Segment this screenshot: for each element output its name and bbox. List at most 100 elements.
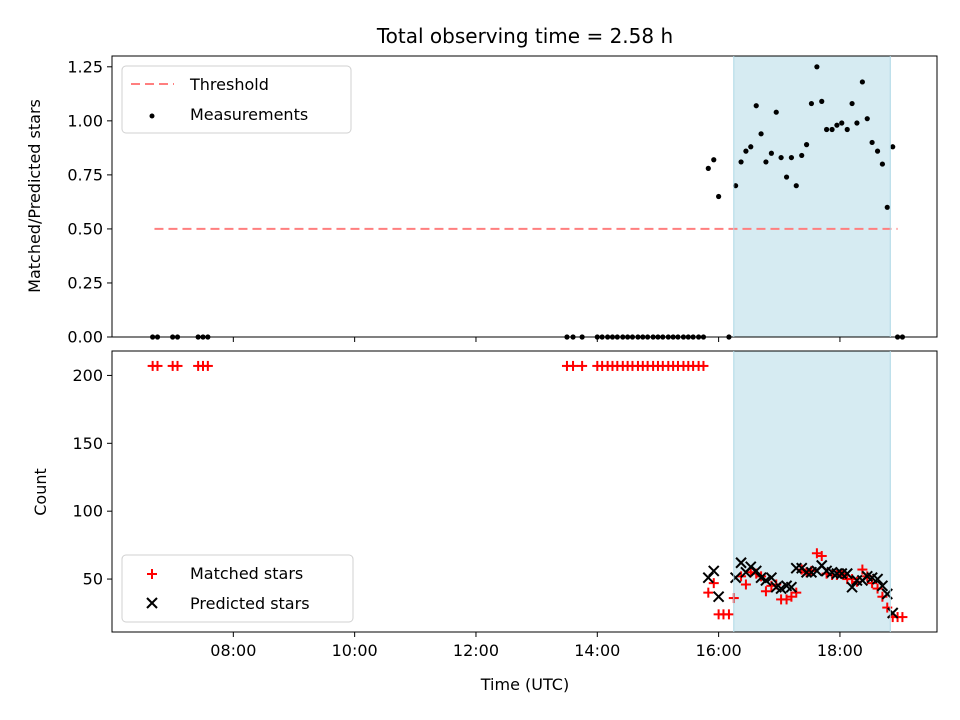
bottom-ytick-label: 200 bbox=[72, 366, 103, 385]
measurement-point bbox=[808, 100, 815, 107]
bottom-xtick-label: 18:00 bbox=[817, 641, 863, 660]
measurement-point bbox=[753, 103, 759, 109]
matched-star-point bbox=[568, 360, 579, 371]
measurement-point bbox=[879, 161, 886, 167]
top-ytick-label: 1.25 bbox=[67, 57, 103, 76]
bottom-xtick-label: 14:00 bbox=[574, 641, 620, 660]
measurement-point bbox=[705, 165, 711, 171]
measurement-point bbox=[763, 159, 769, 165]
measurement-point bbox=[711, 157, 717, 163]
matched-star-point bbox=[202, 360, 213, 371]
measurement-point bbox=[884, 204, 890, 210]
top-ytick-label: 0.75 bbox=[67, 165, 103, 184]
measurement-point bbox=[839, 120, 845, 126]
measurement-point bbox=[768, 150, 774, 156]
measurement-point bbox=[823, 126, 830, 133]
measurement-point bbox=[733, 183, 739, 189]
matched-star-point bbox=[708, 578, 719, 589]
measurement-point bbox=[738, 159, 744, 165]
measurement-point bbox=[834, 122, 840, 128]
top-axes-frame bbox=[111, 55, 938, 338]
bottom-legend: Matched stars Predicted stars bbox=[121, 554, 354, 623]
measurement-point bbox=[758, 131, 764, 137]
top-panel: 0.00 0.25 0.50 0.75 1.00 1.25 Matched/Predict… bbox=[25, 55, 938, 347]
measurement-point bbox=[890, 144, 896, 150]
legend-predicted-label: Predicted stars bbox=[190, 594, 310, 613]
measurement-point bbox=[829, 126, 835, 133]
top-ytick-label: 0.25 bbox=[67, 273, 103, 292]
legend-predicted-swatch bbox=[146, 597, 158, 609]
bottom-ytick-label: 100 bbox=[72, 502, 103, 521]
bottom-ytick-label: 150 bbox=[72, 434, 103, 453]
predicted-star-point bbox=[831, 567, 843, 580]
top-highlight-span bbox=[733, 56, 891, 337]
measurement-point bbox=[783, 174, 790, 180]
predicted-star-point bbox=[887, 607, 899, 619]
measurement-point bbox=[869, 139, 875, 146]
predicted-star-point bbox=[785, 581, 798, 593]
top-ylabel: Matched/Predicted stars bbox=[25, 99, 44, 293]
bottom-axes-frame bbox=[111, 350, 938, 633]
top-ytick-label: 1.00 bbox=[67, 111, 103, 130]
matched-star-point bbox=[723, 609, 734, 620]
measurement-point bbox=[844, 126, 850, 133]
bottom-xtick-label: 16:00 bbox=[696, 641, 742, 660]
bottom-xtick-label: 08:00 bbox=[210, 641, 256, 660]
top-legend: Threshold Measurements bbox=[121, 65, 352, 134]
measurement-point bbox=[874, 148, 881, 154]
x-axis-label: Time (UTC) bbox=[480, 675, 569, 694]
bottom-ytick-label: 50 bbox=[83, 570, 103, 589]
legend-matched-swatch bbox=[147, 569, 157, 579]
predicted-star-point bbox=[765, 571, 778, 584]
predicted-star-point bbox=[846, 581, 858, 593]
measurement-point bbox=[788, 154, 795, 161]
measurement-point bbox=[854, 120, 860, 126]
matched-star-point bbox=[897, 612, 908, 623]
legend-measurements-swatch bbox=[149, 113, 155, 119]
matched-star-point bbox=[172, 360, 183, 371]
measurement-point bbox=[793, 183, 799, 189]
matched-star-point bbox=[791, 587, 802, 598]
bottom-xtick-label: 10:00 bbox=[332, 641, 378, 660]
matched-star-point bbox=[816, 550, 827, 561]
measurement-point bbox=[716, 193, 722, 200]
measurement-point bbox=[859, 79, 865, 85]
predicted-star-point bbox=[800, 566, 813, 578]
matched-star-point bbox=[698, 360, 709, 371]
measurement-point bbox=[864, 116, 870, 122]
predicted-star-point bbox=[876, 580, 889, 592]
predicted-star-point bbox=[750, 565, 762, 577]
matched-star-point bbox=[760, 586, 771, 597]
legend-matched-label: Matched stars bbox=[190, 564, 303, 583]
top-ytick-label: 0.00 bbox=[67, 328, 103, 347]
bottom-panel: 50 100 150 200 08:00 10:00 12:00 14:00 16:00 18:… bbox=[31, 350, 938, 694]
top-ytick-label: 0.50 bbox=[67, 219, 103, 238]
predicted-star-point bbox=[712, 590, 725, 603]
predicted-star-point bbox=[841, 567, 853, 580]
measurement-point bbox=[803, 142, 810, 148]
measurement-point bbox=[743, 148, 749, 154]
chart-title: Total observing time = 2.58 h bbox=[376, 24, 673, 48]
matched-star-point bbox=[740, 579, 751, 590]
bottom-ylabel: Count bbox=[31, 468, 50, 516]
legend-measurements-label: Measurements bbox=[190, 105, 308, 124]
predicted-star-point bbox=[735, 557, 747, 569]
matched-star-point bbox=[152, 360, 163, 371]
predicted-star-point bbox=[729, 571, 742, 584]
bottom-xtick-label: 12:00 bbox=[453, 641, 499, 660]
predicted-star-point bbox=[871, 573, 884, 585]
measurement-point bbox=[748, 144, 754, 150]
measurement-point bbox=[849, 100, 855, 107]
measurement-point bbox=[819, 98, 825, 104]
bottom-highlight-span bbox=[733, 351, 891, 632]
measurement-point bbox=[814, 64, 820, 70]
matched-star-point bbox=[703, 587, 714, 598]
measurement-point bbox=[773, 109, 779, 115]
legend-threshold-label: Threshold bbox=[189, 75, 269, 94]
measurement-point bbox=[799, 152, 805, 159]
matched-star-point bbox=[577, 360, 588, 371]
predicted-star-point bbox=[760, 574, 772, 587]
predicted-star-point bbox=[775, 582, 787, 595]
measurement-point bbox=[778, 154, 784, 161]
